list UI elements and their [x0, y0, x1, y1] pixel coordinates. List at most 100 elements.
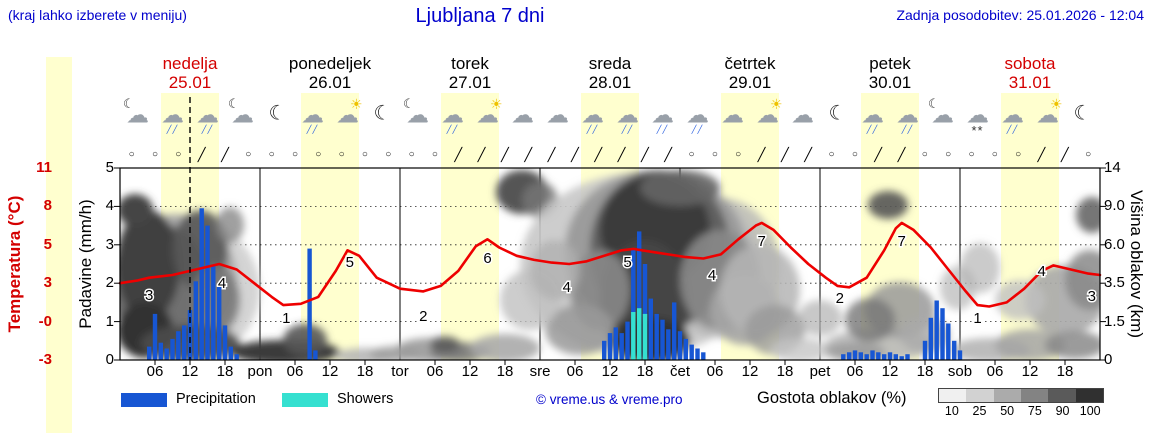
precip-bar	[957, 350, 963, 360]
axis-tick-label: 6.0	[1104, 235, 1125, 253]
wind-barb-icon: ╱	[501, 147, 509, 162]
density-tick-label: 90	[1055, 404, 1070, 418]
weather-icon-rain: ☁ ╱╱	[645, 96, 680, 140]
axis-tick-label: 0	[105, 351, 114, 368]
precip-bar	[147, 346, 152, 360]
temp-value-label: 7	[898, 233, 906, 250]
axis-tick-label: 11	[36, 159, 52, 176]
density-tick-label: 10	[944, 404, 959, 418]
calm-circle-icon: ○	[408, 149, 415, 160]
day-header: nedelja 25.01	[120, 54, 260, 92]
wind-barb-icon: ╱	[547, 147, 556, 162]
precipitation-axis-ticks: 5 4 3 2 1 0	[90, 0, 114, 443]
wind-barb-icon: ╱	[780, 147, 789, 162]
day-header: torek 27.01	[400, 54, 540, 92]
precip-bar	[940, 308, 945, 360]
cloud-layer	[120, 170, 1100, 360]
precip-bar	[193, 281, 198, 360]
wind-barb-icon: ╱	[1037, 147, 1046, 162]
cloud-icon: ☁	[721, 101, 744, 128]
day-name: ponedeljek	[288, 54, 372, 73]
shower-bar	[642, 313, 648, 360]
time-hour-label: 12	[461, 363, 479, 380]
weather-icon-rain: ☁ ╱╱	[295, 96, 330, 140]
weather-icon-rain: ☁ ╱╱	[855, 96, 890, 140]
day-header: četrtek 29.01	[680, 54, 820, 92]
cloud-icon: ☁	[1036, 101, 1059, 128]
rain-streaks-icon: ╱╱	[586, 125, 599, 134]
moon-icon: ☾	[228, 96, 240, 111]
density-swatch	[1048, 389, 1076, 402]
temp-value-label: 5	[346, 254, 354, 271]
precip-bar	[893, 354, 898, 360]
day-header: petek 30.01	[820, 54, 960, 92]
wind-barb-icon: ╱	[197, 147, 206, 162]
axis-tick-label: -0	[38, 312, 52, 330]
precip-bar	[660, 319, 665, 360]
wind-barb-icon: ╱	[874, 147, 883, 162]
page-title: Ljubljana 7 dni	[415, 5, 545, 27]
precip-bar	[307, 248, 312, 360]
cloud-icon: ☁	[231, 101, 254, 128]
rain-cloud-icon: ☁	[896, 101, 919, 128]
credit-link[interactable]: © vreme.us & vreme.pro	[536, 392, 683, 407]
temp-value-label: 4	[1038, 263, 1046, 280]
temp-value-label: 4	[218, 275, 226, 292]
temp-value-label: 2	[419, 308, 427, 325]
day-abbrev-label: sob	[947, 363, 973, 380]
axis-tick-label: 5	[43, 235, 52, 253]
precip-bar	[222, 325, 228, 360]
weather-icon-row: ☾ ☁ ☁ ╱╱ ☁ ╱╱ ☾ ☁ ☾ ☁ ╱╱ ☀ ☁ ☾ ☾ ☁ ☁ ╱╱ ☀ ☁ ☁ ☁ ☁ ╱╱ ☁ ╱╱ ☁ ╱╱ ☁ ╱╱ ☁ ☀…	[120, 96, 1100, 142]
calm-circle-icon: ○	[175, 149, 182, 160]
precip-bar	[182, 325, 187, 360]
weather-icon-moon: ☾	[365, 96, 400, 140]
wind-barb-icon: ╱	[524, 147, 533, 162]
rain-cloud-icon: ☁	[861, 101, 884, 128]
wind-barb-icon: ╱	[617, 147, 626, 162]
rain-cloud-icon: ☁	[441, 101, 464, 128]
calm-circle-icon: ○	[338, 149, 345, 160]
time-hour-label: 12	[181, 363, 199, 380]
time-hour-label: 06	[986, 363, 1004, 380]
density-tick-label: 50	[1000, 404, 1015, 418]
calm-circle-icon: ○	[968, 149, 975, 160]
precip-bar	[689, 344, 694, 360]
rain-streaks-icon: ╱╱	[866, 125, 879, 134]
rain-cloud-icon: ☁	[1001, 101, 1024, 128]
rain-cloud-icon: ☁	[616, 101, 639, 128]
wind-barb-icon: ╱	[477, 147, 486, 162]
day-name: petek	[869, 54, 911, 73]
day-abbrev-label: sre	[529, 363, 551, 380]
precip-bar	[683, 338, 688, 360]
calm-circle-icon: ○	[851, 149, 858, 160]
precip-bar	[847, 352, 852, 360]
cloud-icon: ☁	[511, 101, 534, 128]
cloud-icon: ☁	[126, 101, 149, 128]
precip-bar	[922, 340, 928, 360]
calm-circle-icon: ○	[361, 149, 368, 160]
meteogram-svg: 3 4 1 5 2 6 4 5 4 7 2 7 1 4 3	[114, 93, 1106, 365]
time-hour-label: 06	[286, 363, 304, 380]
density-swatch	[1020, 389, 1049, 402]
rain-streaks-icon: ╱╱	[621, 125, 634, 134]
moon-icon: ☾	[403, 96, 415, 111]
rain-streaks-icon: ╱╱	[901, 125, 914, 134]
calm-circle-icon: ○	[991, 149, 998, 160]
weather-icon-moon-cloud: ☾ ☁	[400, 96, 435, 140]
menu-hint-text: (kraj lahko izberete v meniju)	[8, 7, 187, 23]
shower-bar	[631, 312, 636, 360]
rain-streaks-icon: ╱╱	[1006, 125, 1019, 134]
precip-bar	[928, 317, 933, 360]
axis-tick-label: 8	[43, 197, 52, 215]
precip-bar	[164, 348, 169, 360]
cloud-density-scale-ticks: 10 25 50 75 90 100	[938, 404, 1104, 418]
weather-icon-cloud: ☁	[505, 96, 540, 140]
left-highlight-strip	[46, 57, 72, 433]
day-name: torek	[451, 54, 489, 73]
calm-circle-icon: ○	[151, 149, 159, 160]
day-abbrev-label: čet	[669, 363, 691, 380]
axis-tick-label: 3	[43, 274, 52, 292]
time-hour-label: 18	[216, 363, 234, 380]
time-hour-label: 18	[1056, 363, 1074, 380]
sun-icon: ☀	[490, 96, 503, 112]
